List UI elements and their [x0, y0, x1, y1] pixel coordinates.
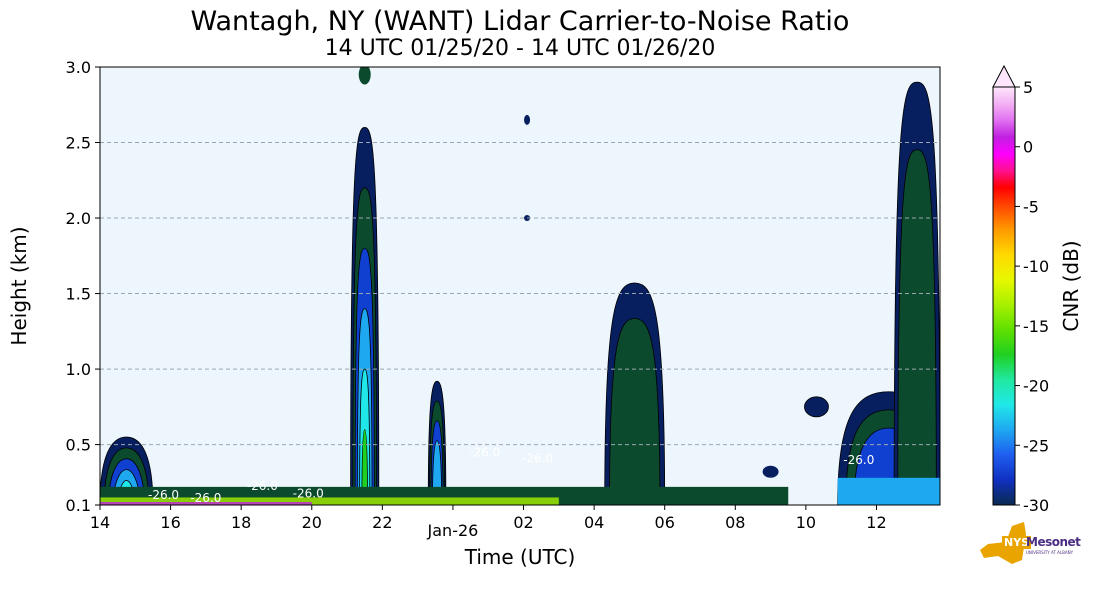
cnr-feature-3-level-1 — [609, 318, 661, 505]
x-tick-label-1: 16 — [160, 513, 180, 532]
x-tick-label-10: 10 — [796, 513, 816, 532]
colorbar-label: CNR (dB) — [1059, 240, 1083, 331]
y-tick-label-5: 2.5 — [66, 134, 91, 153]
cnr-feature-5-level-1 — [897, 149, 937, 505]
cnr-echo-small-1 — [524, 114, 531, 125]
colorbar-tick-label-7: -30 — [1023, 496, 1049, 515]
colorbar-tick-label-3: -10 — [1023, 257, 1049, 276]
contour-label-3: -26.0 — [469, 446, 500, 460]
x-tick-label-0: 14 — [90, 513, 110, 532]
x-axis: 14 16 18 20 22 Jan-26 02 04 06 08 10 12 — [90, 505, 887, 540]
cnr-boundary-layer-peak — [100, 501, 312, 505]
colorbar-tick-label-4: -15 — [1023, 317, 1049, 336]
contour-label-5: -26.0 — [148, 488, 179, 502]
plot-background — [100, 67, 940, 505]
y-tick-label-4: 2.0 — [66, 209, 91, 228]
colorbar-tick-label-2: -5 — [1023, 197, 1039, 216]
contour-label-4: -26.0 — [522, 452, 553, 466]
x-axis-label: Time (UTC) — [464, 545, 576, 569]
y-tick-label-6: 3.0 — [66, 58, 91, 77]
cnr-feature-0-level-7 — [122, 504, 131, 505]
y-axis-label: Height (km) — [7, 226, 31, 345]
x-tick-label-7: 04 — [584, 513, 604, 532]
contour-label-2: -26.0 — [293, 486, 324, 500]
x-tick-label-4: 22 — [372, 513, 392, 532]
y-axis: 0.1 0.5 1.0 1.5 2.0 2.5 3.0 — [66, 58, 100, 515]
cnr-boundary-layer-high — [100, 497, 559, 505]
logo-university-text: UNIVERSITY AT ALBANY — [1026, 550, 1074, 555]
x-tick-label-2: 18 — [231, 513, 251, 532]
x-tick-label-3: 20 — [302, 513, 322, 532]
plot-area — [100, 67, 940, 505]
contour-labels: -26.0 -26.0 -26.0 -26.0 -26.0 -26.0 -26.0 — [148, 446, 874, 505]
colorbar — [992, 64, 1016, 506]
colorbar-tick-label-0: 5 — [1023, 78, 1033, 97]
cnr-echo-cloud-1 — [804, 396, 829, 418]
y-tick-label-2: 1.0 — [66, 360, 91, 379]
logo-nys-text: NYS — [1002, 536, 1032, 549]
colorbar-tick-label-6: -25 — [1023, 436, 1049, 455]
x-tick-label-8: 06 — [655, 513, 675, 532]
grid-lines — [100, 142, 940, 446]
x-tick-label-11: 12 — [866, 513, 886, 532]
x-tick-label-5: Jan-26 — [427, 521, 479, 540]
chart-title: Wantagh, NY (WANT) Lidar Carrier-to-Nois… — [190, 6, 850, 37]
chart-subtitle: 14 UTC 01/25/20 - 14 UTC 01/26/20 — [324, 36, 716, 61]
y-tick-label-1: 0.5 — [66, 436, 91, 455]
y-tick-label-3: 1.5 — [66, 285, 91, 304]
colorbar-extend-arrow — [992, 64, 1016, 88]
colorbar-tick-label-5: -20 — [1023, 377, 1049, 396]
contour-label-6: -26.0 — [190, 491, 221, 505]
cnr-echo-top — [358, 67, 371, 85]
cnr-morning-layer — [837, 477, 940, 505]
plot-frame — [99, 66, 941, 506]
x-tick-label-9: 08 — [725, 513, 745, 532]
colorbar-tick-label-1: 0 — [1023, 138, 1033, 157]
contour-label-1: -26.0 — [247, 479, 278, 493]
colorbar-ticks: 5 0 -5 -10 -15 -20 -25 -30 — [1015, 78, 1049, 515]
cnr-feature-1-level-5 — [361, 429, 368, 505]
contour-label-0: -26.0 — [843, 453, 874, 467]
cnr-echo-cloud-2 — [762, 465, 779, 478]
cnr-contours — [100, 67, 940, 505]
x-tick-label-6: 02 — [513, 513, 533, 532]
nys-mesonet-logo: NYS Mesonet UNIVERSITY AT ALBANY — [978, 520, 1081, 570]
logo-mesonet-text: Mesonet — [1026, 535, 1081, 549]
colorbar-scale — [992, 86, 1016, 506]
y-tick-label-0: 0.1 — [66, 496, 91, 515]
